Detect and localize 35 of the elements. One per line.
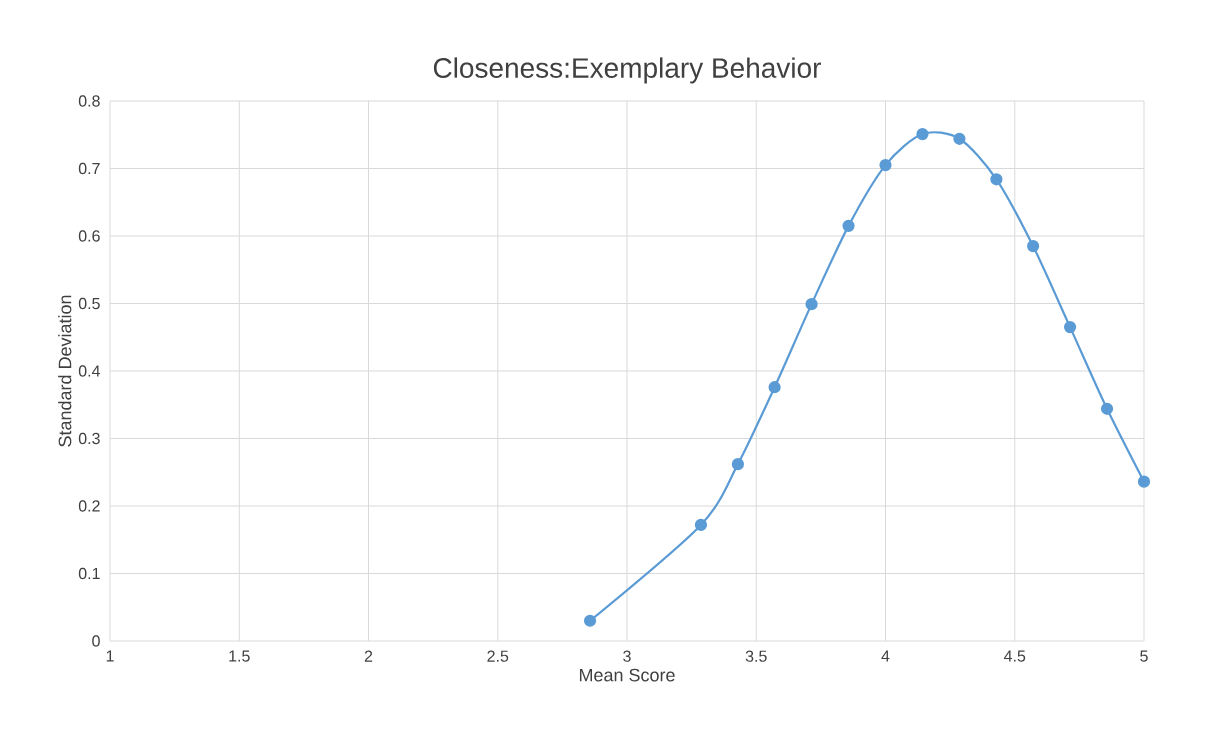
x-tick-label: 2.5 <box>487 650 509 662</box>
point <box>916 127 929 141</box>
point <box>583 614 597 627</box>
point <box>1100 402 1114 415</box>
point <box>731 458 744 471</box>
x-tick-label: 4.5 <box>1003 650 1026 662</box>
y-tick-label: 0.7 <box>78 162 100 175</box>
point <box>990 173 1003 186</box>
x-tick-label: 3.5 <box>745 650 767 662</box>
point <box>953 132 966 145</box>
y-axis-title: Standard Deviation <box>58 295 72 447</box>
y-tick-label: 0.3 <box>78 432 100 445</box>
x-tick-label: 1.5 <box>229 650 250 662</box>
point <box>1137 475 1151 488</box>
y-tick-label: 0.5 <box>78 297 100 310</box>
x-tick-label: 3 <box>623 650 631 662</box>
x-tick-label: 5 <box>1140 650 1148 662</box>
y-tick-label: 0.6 <box>78 230 100 242</box>
y-tick-label: 0.2 <box>78 500 100 512</box>
point <box>694 518 708 531</box>
y-tick-label: 0.4 <box>78 365 100 377</box>
x-tick-label: 2 <box>364 650 373 662</box>
chart-title: Closeness:Exemplary Behavior <box>433 57 821 84</box>
point <box>1027 240 1040 253</box>
x-tick-label: 4 <box>881 650 890 662</box>
x-tick-label: 1 <box>106 650 114 662</box>
point <box>879 159 892 172</box>
point <box>842 219 855 232</box>
y-tick-label: 0.1 <box>78 567 100 580</box>
point <box>1063 321 1077 334</box>
x-axis-title: Mean Score <box>579 668 675 682</box>
y-tick-label: 0.8 <box>78 95 100 107</box>
y-tick-label: 0 <box>92 635 100 647</box>
point <box>768 381 781 394</box>
point <box>805 298 818 311</box>
